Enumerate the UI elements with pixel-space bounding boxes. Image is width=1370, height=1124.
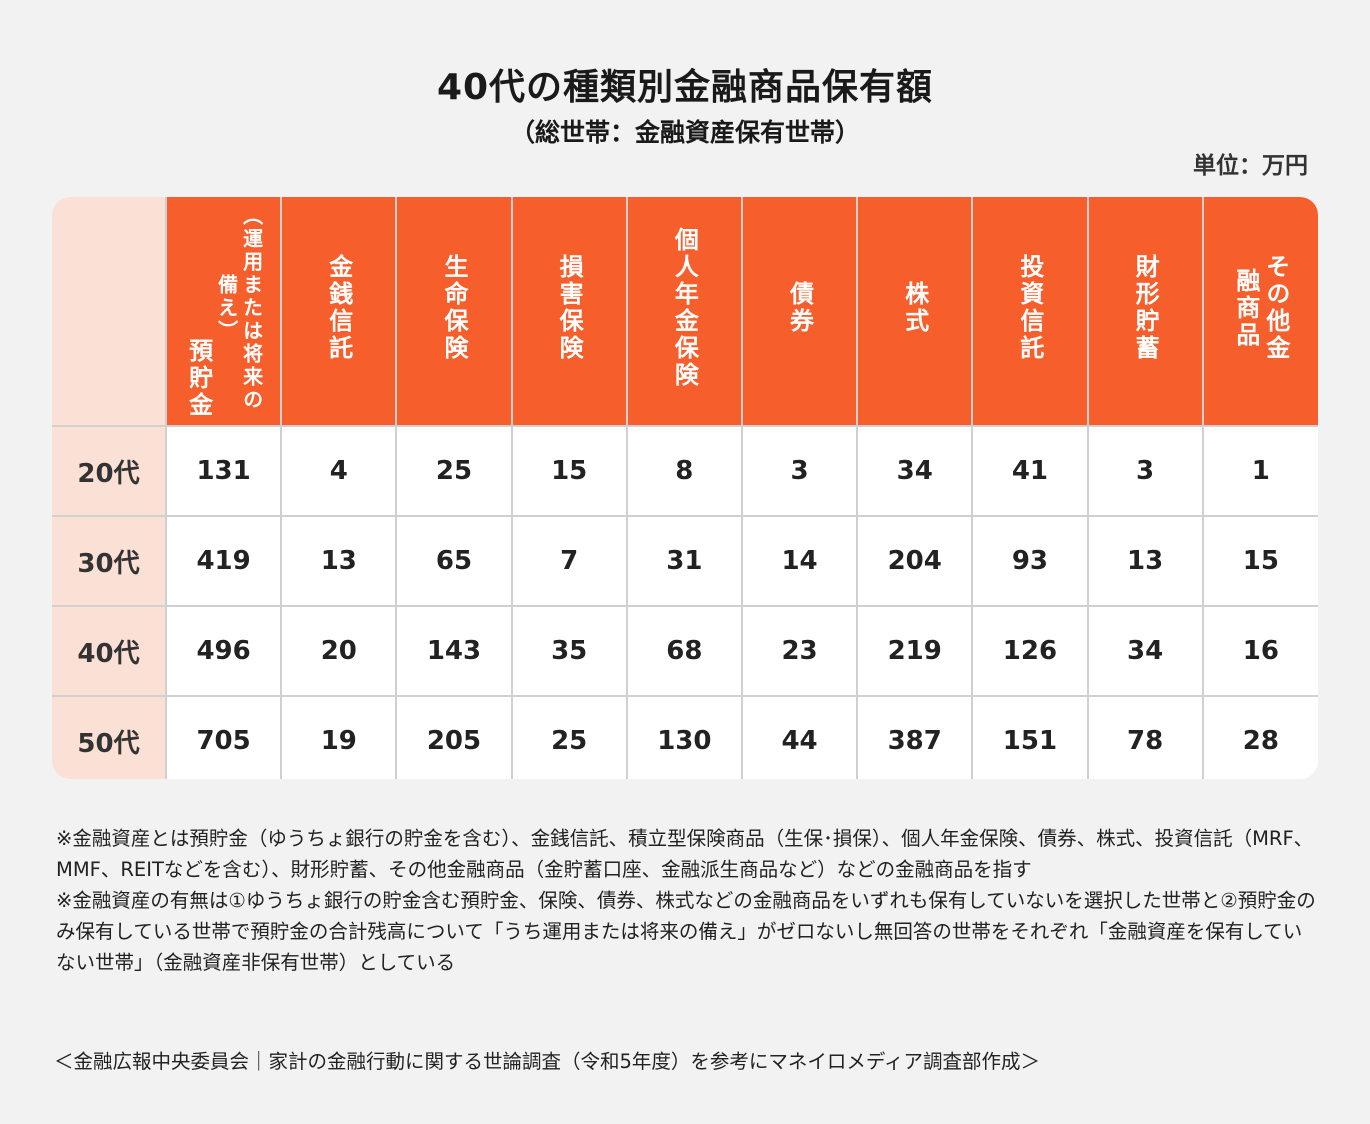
table-cell: 25 (510, 695, 628, 779)
column-header-investment-trust: 投資信託 (971, 197, 1089, 427)
table-cell: 7 (510, 515, 628, 607)
table-cell: 34 (1086, 605, 1204, 697)
column-header-other: その他金融商品 (1201, 197, 1318, 427)
footnote-criteria: ※金融資産の有無は①ゆうちょ銀行の貯金含む預貯金、保険、債券、株式などの金融商品… (56, 889, 1316, 974)
column-header-asset-savings: 財形貯蓄 (1086, 197, 1204, 427)
table-cell: 35 (510, 605, 628, 697)
row-header: 40代 (52, 605, 167, 697)
table-cell: 13 (280, 515, 398, 607)
unit-label: 単位：万円 (1193, 153, 1308, 179)
column-header-life-insurance: 生命保険 (395, 197, 513, 427)
column-header-money-trust: 金銭信託 (280, 197, 398, 427)
table-cell: 8 (625, 425, 743, 517)
footnotes: ※金融資産とは預貯金（ゆうちょ銀行の貯金を含む）、金銭信託、積立型保険商品（生保… (56, 823, 1316, 978)
table-cell: 68 (625, 605, 743, 697)
table-cell: 151 (971, 695, 1089, 779)
table-row: 40代 496 20 143 35 68 23 219 126 34 16 (52, 605, 1318, 697)
table-cell: 204 (856, 515, 974, 607)
table-cell: 78 (1086, 695, 1204, 779)
table-cell: 3 (1086, 425, 1204, 517)
table-cell: 219 (856, 605, 974, 697)
table-cell: 3 (740, 425, 859, 517)
table-cell: 15 (1201, 515, 1318, 607)
row-header: 20代 (52, 425, 167, 517)
column-header-nonlife-insurance: 損害保険 (510, 197, 628, 427)
table-cell: 28 (1201, 695, 1318, 779)
table-cell: 93 (971, 515, 1089, 607)
table-cell: 419 (164, 515, 283, 607)
table-cell: 15 (510, 425, 628, 517)
table-cell: 41 (971, 425, 1089, 517)
column-header-label: 預貯金 (184, 338, 213, 419)
column-header-savings: 預貯金 （運用または将来の備え） (164, 197, 283, 427)
row-header: 30代 (52, 515, 167, 607)
table-cell: 31 (625, 515, 743, 607)
column-header-sublabel: （運用または将来の備え） (214, 204, 264, 412)
table-cell: 34 (856, 425, 974, 517)
page-title: 40代の種類別金融商品保有額 (436, 67, 934, 108)
corner-cell (52, 197, 167, 427)
table-cell: 13 (1086, 515, 1204, 607)
table-cell: 143 (395, 605, 513, 697)
table-header-row: 預貯金 （運用または将来の備え） 金銭信託 生命保険 損害保険 個人年金保険 債券… (52, 197, 1318, 427)
table-cell: 20 (280, 605, 398, 697)
table-cell: 496 (164, 605, 283, 697)
table-row: 30代 419 13 65 7 31 14 204 93 13 15 (52, 515, 1318, 607)
column-header-bonds: 債券 (740, 197, 859, 427)
table-cell: 4 (280, 425, 398, 517)
column-header-stocks: 株式 (856, 197, 974, 427)
table-cell: 205 (395, 695, 513, 779)
table-cell: 387 (856, 695, 974, 779)
source-citation: ＜金融広報中央委員会｜家計の金融行動に関する世論調査（令和5年度）を参考にマネイ… (54, 1050, 1041, 1073)
table-cell: 131 (164, 425, 283, 517)
table-cell: 19 (280, 695, 398, 779)
table-cell: 44 (740, 695, 859, 779)
row-header: 50代 (52, 695, 167, 779)
page-subtitle: （総世帯：金融資産保有世帯） (509, 118, 860, 147)
table-row: 20代 131 4 25 15 8 3 34 41 3 1 (52, 425, 1318, 517)
table-cell: 705 (164, 695, 283, 779)
table-cell: 126 (971, 605, 1089, 697)
table-cell: 130 (625, 695, 743, 779)
table-cell: 16 (1201, 605, 1318, 697)
footnote-definition: ※金融資産とは預貯金（ゆうちょ銀行の貯金を含む）、金銭信託、積立型保険商品（生保… (56, 827, 1314, 881)
table-cell: 25 (395, 425, 513, 517)
table-cell: 65 (395, 515, 513, 607)
holdings-table: 預貯金 （運用または将来の備え） 金銭信託 生命保険 損害保険 個人年金保険 債券… (52, 197, 1318, 779)
table-cell: 23 (740, 605, 859, 697)
column-header-pension-insurance: 個人年金保険 (625, 197, 743, 427)
table-row: 50代 705 19 205 25 130 44 387 151 78 28 (52, 695, 1318, 779)
table-cell: 1 (1201, 425, 1318, 517)
table-cell: 14 (740, 515, 859, 607)
